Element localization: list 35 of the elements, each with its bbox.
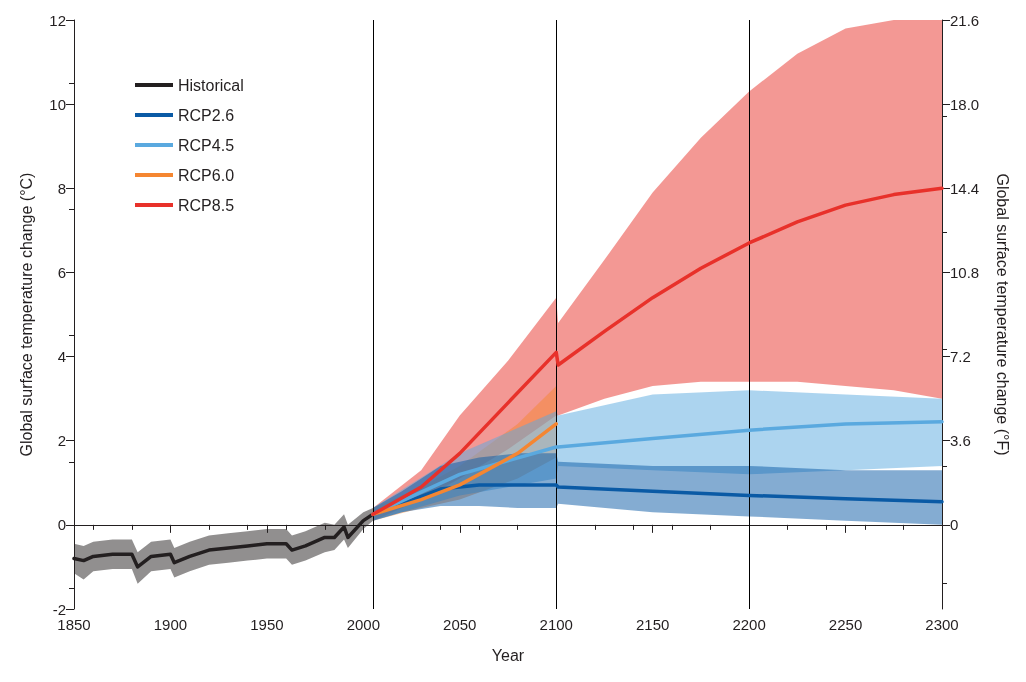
y2-tick-label: 10.8 [950,263,980,281]
y2-tick-label: 7.2 [950,348,971,366]
y-tick-label: 0 [57,516,66,534]
y2-tick-label: 0 [950,516,959,534]
y2-tick-label: 3.6 [950,432,971,450]
y-tick-label: -2 [52,600,66,618]
legend-label: RCP8.5 [178,196,235,214]
y2-axis-title: Global surface temperature change (°F) [993,173,1011,456]
y2-tick-label: 14.4 [950,179,980,197]
legend-label: RCP2.6 [178,106,235,124]
x-tick-label: 2000 [346,616,381,633]
y-tick-label: 4 [57,348,66,366]
x-tick-label: 1850 [57,616,91,633]
legend-label: Historical [178,76,244,94]
x-tick-label: 2050 [443,616,477,633]
x-axis-title: Year [491,646,525,664]
legend-label: RCP4.5 [178,136,235,154]
x-tick-label: 1900 [153,616,188,633]
y-tick-label: 6 [57,263,66,281]
line-series [371,186,944,517]
x-tick-label: 2250 [828,616,863,633]
y2-tick-label: 21.6 [950,11,980,29]
x-tick-label: 2200 [732,616,766,633]
x-tick-label: 2100 [539,616,573,633]
legend-label: RCP6.0 [178,166,235,184]
x-tick-label: 2300 [925,616,959,633]
y-tick-label: 2 [57,432,66,450]
y-axis-title: Global surface temperature change (°C) [17,172,35,457]
y-tick-label: 12 [49,11,66,29]
y2-tick-label: 18.0 [950,95,980,113]
line-series [371,422,558,517]
y-tick-label: 10 [49,95,66,113]
y-tick-label: 8 [57,179,66,197]
x-tick-label: 1950 [250,616,284,633]
x-tick-label: 2150 [635,616,670,633]
